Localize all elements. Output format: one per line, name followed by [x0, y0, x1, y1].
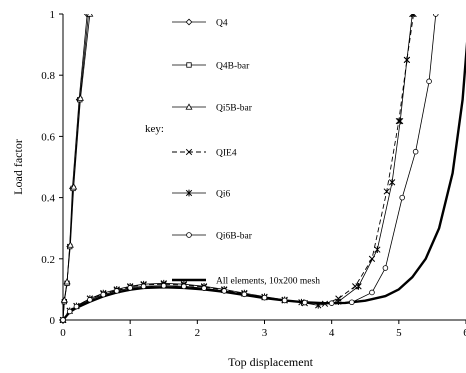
legend-marker — [185, 148, 193, 156]
data-point-asterisk — [409, 14, 416, 18]
data-point-cross — [383, 188, 390, 195]
x-tick-label: 1 — [127, 327, 133, 339]
legend-entry: Qi6 — [216, 190, 231, 200]
data-point-circle — [349, 299, 355, 306]
data-point-asterisk — [397, 117, 404, 125]
legend-entry: Qi6B-bar — [216, 232, 253, 242]
y-tick-label: 1 — [50, 9, 56, 21]
data-point-circle — [261, 294, 268, 301]
data-point-circle — [87, 297, 93, 303]
legend-marker — [185, 189, 193, 197]
data-point-triangle — [86, 14, 94, 17]
legend-marker — [185, 103, 193, 110]
data-point-circle — [328, 300, 335, 306]
x-tick-label: 6 — [463, 327, 466, 339]
data-point-circle — [221, 288, 227, 294]
series-line-qi6 — [62, 14, 413, 321]
data-point-circle — [281, 297, 288, 304]
series-line-qie4 — [62, 14, 415, 321]
data-point-circle — [399, 194, 405, 201]
legend-entry: Q4B-bar — [216, 62, 250, 72]
x-tick-label: 5 — [396, 327, 402, 339]
data-point-circle — [73, 303, 80, 310]
data-point-asterisk — [355, 282, 362, 290]
data-point-triangle — [70, 183, 78, 190]
y-tick-label: 0.4 — [41, 193, 55, 205]
plot-area — [59, 14, 466, 324]
data-point-circle — [60, 317, 66, 323]
data-point-asterisk — [335, 298, 342, 305]
data-point-circle — [432, 14, 439, 17]
series-line-qi5b-bar — [62, 14, 91, 321]
data-point-triangle — [76, 94, 84, 101]
legend-entry: All elements, 10x200 mesh — [216, 277, 320, 287]
legend-marker — [186, 62, 192, 68]
data-point-cross — [410, 14, 417, 18]
data-point-circle — [140, 283, 147, 290]
legend-entry: QIE4 — [216, 149, 237, 159]
legend-entry: Qi5B-bar — [216, 104, 253, 114]
series-line-all-elements-10x200-mesh — [62, 41, 466, 321]
x-axis-label: Top displacement — [228, 355, 313, 369]
y-tick-label: 0.8 — [41, 70, 55, 82]
legend-title: key: — [145, 123, 164, 135]
x-tick-label: 0 — [60, 327, 66, 339]
x-tick-label: 2 — [195, 327, 201, 339]
legend-marker — [185, 18, 193, 26]
data-point-circle — [426, 78, 432, 85]
data-point-cross — [368, 255, 376, 262]
y-tick-label: 0 — [50, 315, 56, 327]
data-point-asterisk — [388, 178, 396, 186]
legend-marker — [186, 232, 192, 238]
data-point-asterisk — [403, 56, 411, 64]
x-tick-label: 4 — [329, 327, 335, 339]
data-point-triangle — [63, 278, 71, 285]
data-point-circle — [412, 148, 419, 155]
y-tick-label: 0.6 — [41, 131, 55, 143]
data-point-circle — [127, 285, 133, 291]
data-point-circle — [113, 288, 120, 294]
x-tick-label: 3 — [262, 327, 268, 339]
data-point-asterisk — [374, 246, 381, 253]
data-point-circle — [66, 308, 73, 315]
data-point-circle — [181, 283, 187, 290]
data-point-triangle — [66, 241, 74, 248]
data-point-circle — [241, 291, 248, 298]
y-axis-label: Load factor — [11, 139, 25, 195]
data-point-circle — [302, 299, 308, 306]
data-point-circle — [369, 289, 375, 296]
data-point-cross — [395, 117, 402, 125]
y-tick-label: 0.2 — [41, 254, 55, 266]
data-point-cross — [321, 300, 329, 307]
data-point-circle — [160, 282, 167, 289]
data-point-asterisk — [315, 301, 322, 309]
data-point-circle — [201, 285, 207, 291]
data-point-circle — [382, 265, 389, 271]
series-line-qi6b-bar — [62, 14, 437, 321]
data-point-circle — [100, 291, 107, 298]
legend-entry: Q4 — [216, 19, 228, 29]
data-point-triangle — [60, 296, 68, 303]
